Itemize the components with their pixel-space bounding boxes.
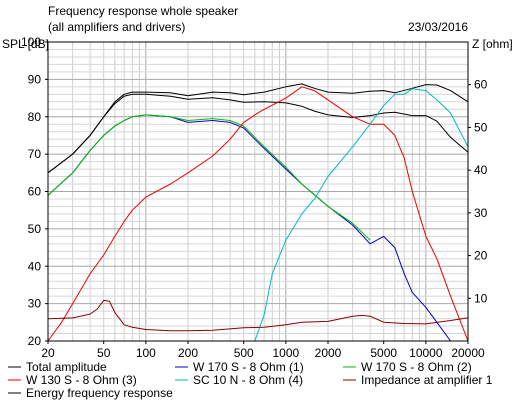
y-axis-label: SPL [dB] [2, 37, 49, 51]
y-axis-ticks: 20 30 40 50 60 70 80 90 100 [21, 35, 48, 348]
y-tick-label: 80 [28, 110, 42, 124]
series-line-7 [47, 299, 469, 332]
x-tick-label: 20000 [451, 346, 485, 360]
x-tick-label: 20 [41, 346, 55, 360]
y2-tick-label: 30 [474, 206, 488, 220]
x-axis-ticks: 20 50 100 200 500 1000 2000 5000 10000 20000 [41, 341, 485, 360]
x-tick-label: 1000 [273, 346, 300, 360]
y-tick-label: 30 [28, 297, 42, 311]
series-line-3 [47, 114, 451, 342]
series-line-6 [254, 88, 469, 342]
y-tick-label: 100 [21, 35, 41, 49]
y-tick-label: 60 [28, 185, 42, 199]
series-line-5 [47, 86, 469, 342]
chart-subtitle: (all amplifiers and drivers) [48, 20, 185, 34]
legend-entry: Energy frequency response [26, 386, 173, 400]
y-tick-label: 50 [28, 222, 42, 236]
legend-entry: SC 10 N - 8 Ohm (4) [193, 373, 303, 387]
series-line-2 [47, 93, 469, 174]
series-line-4 [47, 114, 371, 241]
x-tick-label: 100 [136, 346, 156, 360]
legend-entry: W 170 S - 8 Ohm (1) [193, 360, 304, 374]
x-tick-label: 200 [178, 346, 198, 360]
legend-entry: Total amplitude [26, 360, 107, 374]
y2-axis-ticks: 10 20 30 40 50 60 [468, 78, 488, 305]
y2-axis-label: Z [ohm] [472, 37, 513, 51]
series-lines [47, 83, 469, 342]
legend-entry: W 130 S - 8 Ohm (3) [26, 373, 137, 387]
grid [47, 41, 469, 342]
legend-entry: Impedance at amplifier 1 [361, 373, 493, 387]
y-tick-label: 40 [28, 259, 42, 273]
y2-tick-label: 40 [474, 163, 488, 177]
x-tick-label: 5000 [370, 346, 397, 360]
y2-tick-label: 60 [474, 78, 488, 92]
legend-entry: W 170 S - 8 Ohm (2) [361, 360, 472, 374]
y-tick-label: 20 [28, 334, 42, 348]
series-line-1 [47, 83, 469, 174]
y-tick-label: 70 [28, 147, 42, 161]
legend: Total amplitude W 170 S - 8 Ohm (1) W 170 … [8, 360, 493, 400]
y2-tick-label: 20 [474, 249, 488, 263]
chart-date: 23/03/2016 [408, 20, 468, 34]
y-tick-label: 90 [28, 72, 42, 86]
chart-title: Frequency response whole speaker [48, 4, 238, 18]
x-tick-label: 10000 [409, 346, 443, 360]
x-tick-label: 500 [234, 346, 254, 360]
x-tick-label: 50 [97, 346, 111, 360]
y2-tick-label: 50 [474, 120, 488, 134]
x-tick-label: 2000 [315, 346, 342, 360]
y2-tick-label: 10 [474, 291, 488, 305]
